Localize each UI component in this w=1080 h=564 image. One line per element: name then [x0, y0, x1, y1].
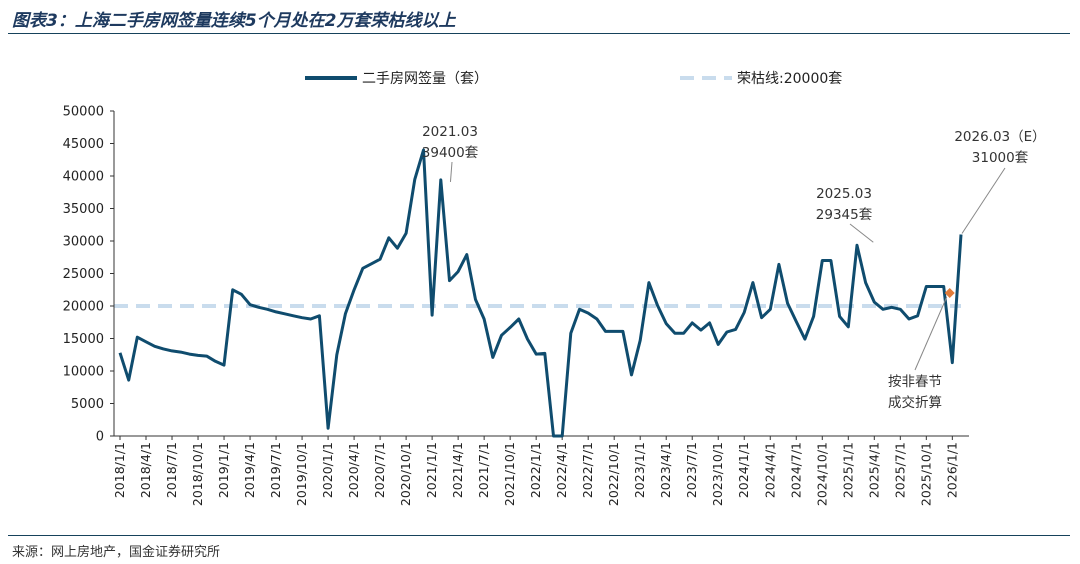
- annotation-2026-line1: 2026.03（E）: [954, 129, 1045, 145]
- x-tick-label: 2025/4/1: [866, 442, 881, 498]
- y-tick-label: 25000: [63, 267, 104, 282]
- y-tick-label: 10000: [63, 365, 104, 380]
- x-tick-label: 2023/4/1: [658, 442, 673, 498]
- series-layer: [118, 148, 963, 438]
- x-tick-label: 2025/1/1: [840, 442, 855, 498]
- x-tick-label: 2021/10/1: [502, 442, 517, 506]
- x-tick-label: 2020/7/1: [372, 442, 387, 498]
- x-tick-label: 2022/1/1: [528, 442, 543, 498]
- annotation-2026-line2: 31000套: [972, 150, 1029, 166]
- x-tick-label: 2019/4/1: [242, 442, 257, 498]
- x-tick-label: 2026/1/1: [944, 442, 959, 498]
- annotation-conversion-line2: 成交折算: [888, 394, 942, 411]
- x-tick-label: 2019/10/1: [294, 442, 309, 506]
- annotation-2025-line1: 2025.03: [816, 186, 872, 202]
- x-tick-label: 2024/7/1: [788, 442, 803, 498]
- x-tick-label: 2020/10/1: [398, 442, 413, 506]
- x-tick-label: 2025/7/1: [892, 442, 907, 498]
- y-tick-label: 35000: [63, 202, 104, 217]
- x-tick-label: 2022/7/1: [580, 442, 595, 498]
- y-tick-label: 15000: [63, 332, 104, 347]
- annotation-conversion-line1: 按非春节: [888, 374, 942, 390]
- annotation-2021-leader: [449, 161, 453, 182]
- y-axis-ticks: 0 5000 10000 15000 20000 25000 30000 35000 40000…: [63, 105, 114, 445]
- x-tick-label: 2018/10/1: [190, 442, 205, 506]
- x-tick-label: 2024/1/1: [736, 442, 751, 498]
- x-tick-label: 2018/4/1: [138, 442, 153, 498]
- x-tick-label: 2024/10/1: [814, 442, 829, 506]
- x-tick-label: 2023/7/1: [684, 442, 699, 498]
- legend-threshold-label: 荣枯线:20000套: [737, 71, 842, 87]
- x-tick-label: 2021/4/1: [450, 442, 465, 498]
- x-tick-label: 2022/4/1: [554, 442, 569, 498]
- x-tick-label: 2022/10/1: [606, 442, 621, 506]
- figure-title: 图表3：上海二手房网签量连续5个月处在2万套荣枯线以上: [12, 11, 456, 31]
- x-tick-label: 2024/4/1: [762, 442, 777, 498]
- line-chart: 0 5000 10000 15000 20000 25000 30000 35000 40000…: [63, 70, 1046, 506]
- y-tick-label: 5000: [71, 397, 104, 412]
- annotation-2025-line2: 29345套: [816, 207, 873, 223]
- annotations-layer: 2021.03 39400套 2025.03 29345套 2026.03（E） 3100…: [422, 124, 1046, 411]
- annotation-2021-line2: 39400套: [422, 145, 479, 161]
- annotation-conversion-leader: [914, 296, 948, 371]
- annotation-2025-leader: [849, 223, 874, 243]
- y-tick-label: 30000: [63, 235, 104, 250]
- x-tick-label: 2019/1/1: [216, 442, 231, 498]
- estimate-marker: [944, 288, 955, 298]
- x-tick-label: 2020/4/1: [346, 442, 361, 498]
- x-tick-label: 2023/1/1: [632, 442, 647, 498]
- x-tick-label: 2025/10/1: [918, 442, 933, 506]
- x-tick-label: 2021/7/1: [476, 442, 491, 498]
- series-line: [118, 148, 963, 438]
- y-tick-label: 20000: [63, 300, 104, 315]
- x-tick-label: 2020/1/1: [320, 442, 335, 498]
- y-tick-label: 40000: [63, 170, 104, 185]
- top-rule: [8, 33, 1070, 34]
- x-tick-label: 2023/10/1: [710, 442, 725, 506]
- x-tick-label: 2018/1/1: [112, 442, 127, 498]
- annotation-2026-leader: [961, 167, 1006, 234]
- legend-series-label: 二手房网签量（套）: [362, 70, 488, 87]
- bottom-rule: [8, 535, 1070, 536]
- y-tick-label: 50000: [63, 105, 104, 120]
- x-axis-ticks: 2018/1/1 2018/4/1 2018/7/1 2018/10/1 2019/1/…: [112, 436, 959, 506]
- x-tick-label: 2018/7/1: [164, 442, 179, 498]
- x-tick-label: 2021/1/1: [424, 442, 439, 498]
- axes-layer: [113, 111, 969, 437]
- source-note: 来源：网上房地产，国金证券研究所: [12, 545, 221, 560]
- annotation-2021-line1: 2021.03: [422, 124, 478, 140]
- x-tick-label: 2019/7/1: [268, 442, 283, 498]
- y-tick-label: 0: [96, 430, 104, 445]
- y-tick-label: 45000: [63, 137, 104, 152]
- legend: 二手房网签量（套） 荣枯线:20000套: [305, 70, 842, 87]
